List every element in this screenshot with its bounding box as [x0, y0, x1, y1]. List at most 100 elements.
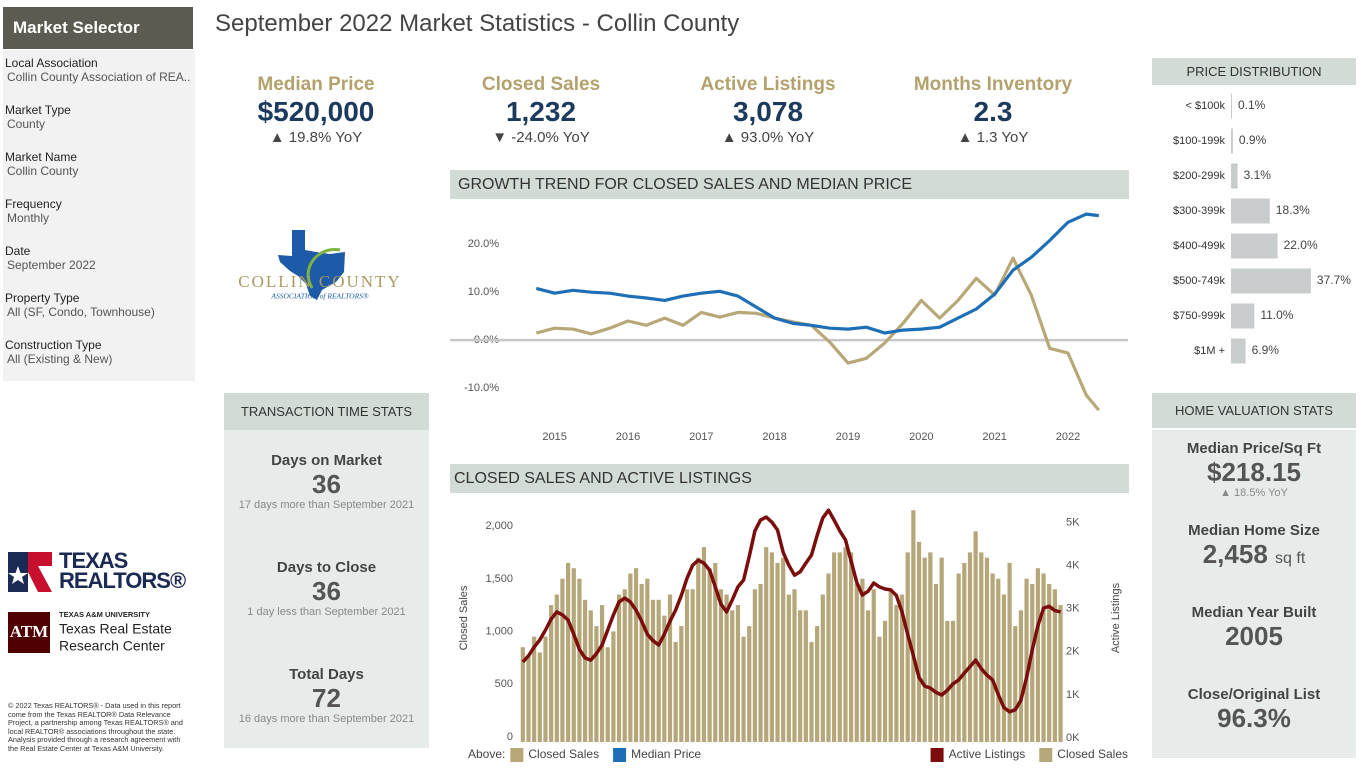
y2-tick-label: 0K [1066, 732, 1080, 744]
texas-realtors-line2: REALTORS® [59, 568, 186, 593]
kpi-value: 1,232 [505, 96, 577, 127]
legend-label: Closed Sales [528, 747, 599, 761]
stat-unit: sq ft [1275, 550, 1306, 567]
bar [622, 589, 627, 742]
filter-value: September 2022 [7, 258, 96, 272]
stat-item: Median Year Built 2005 [1152, 604, 1356, 651]
collin-logo-name: COLLIN COUNTY [238, 272, 401, 291]
x-tick-label: 2019 [836, 431, 860, 443]
bar [752, 589, 757, 742]
bar [616, 594, 622, 742]
kpi-change: ▲ 93.0% YoY [721, 129, 815, 146]
stat-change: ▲ 18.5% YoY [1220, 487, 1288, 499]
legend-label: Active Listings [949, 747, 1026, 761]
x-tick-label: 2020 [909, 431, 933, 443]
bar [832, 552, 837, 742]
bar [837, 552, 842, 742]
filter-item[interactable]: Date September 2022 [5, 244, 96, 272]
filter-label: Property Type [5, 291, 80, 305]
bar [877, 636, 882, 742]
bar [758, 584, 763, 742]
footer-note: © 2022 Texas REALTORS® - Data used in th… [8, 701, 183, 753]
bar [650, 599, 656, 742]
tamu-line3: Research Center [59, 638, 165, 654]
bar [803, 610, 808, 742]
bar [1058, 605, 1063, 742]
stat-value: 2005 [1152, 621, 1356, 651]
value-label: 6.9% [1252, 343, 1280, 357]
kpi-label: Closed Sales [481, 74, 601, 95]
collin-logo-sub: ASSOCIATION of REALTORS® [270, 292, 369, 301]
bar [1231, 338, 1246, 364]
legend: Above: Closed Sales Median Price [468, 747, 701, 762]
filter-value: All (Existing & New) [7, 352, 113, 366]
bar [781, 557, 786, 742]
market-selector-title: Market Selector [3, 7, 193, 49]
bar [871, 589, 876, 742]
tamu-mark: ATM [10, 622, 48, 641]
filter-label: Frequency [5, 197, 62, 211]
category-label: $100-199k [1173, 135, 1225, 147]
kpi-label: Median Price [257, 74, 375, 95]
bar [628, 573, 633, 742]
bar [605, 647, 610, 742]
bar [911, 510, 916, 742]
filter-item[interactable]: Local Association Collin County Associati… [5, 56, 190, 84]
value-label: 0.9% [1239, 133, 1267, 147]
y-tick-label: 10.0% [468, 286, 499, 298]
filter-item[interactable]: Market Name Collin County [5, 150, 78, 178]
bar [577, 578, 582, 742]
bar [582, 599, 588, 742]
growth-chart-title: GROWTH TREND FOR CLOSED SALES AND MEDIAN… [450, 170, 1129, 199]
filter-label: Market Name [5, 150, 78, 164]
y2-tick-label: 5K [1066, 516, 1080, 528]
filter-item[interactable]: Construction Type All (Existing & New) [5, 338, 112, 366]
bar [888, 589, 893, 742]
bar [1047, 584, 1052, 742]
filter-item[interactable]: Property Type All (SF, Condo, Townhouse) [5, 291, 155, 319]
y-tick-label: 20.0% [468, 238, 499, 250]
bar [673, 641, 678, 742]
bar [1001, 594, 1007, 742]
bar [1007, 562, 1012, 742]
kpi-change: ▲ 1.3 YoY [957, 129, 1029, 146]
bar [1231, 93, 1232, 119]
bar [537, 652, 542, 742]
bar [696, 557, 701, 742]
bar [1231, 233, 1278, 259]
filter-item[interactable]: Market Type County [5, 103, 71, 131]
bar [916, 541, 922, 742]
x-tick-label: 2022 [1056, 431, 1080, 443]
series-line [535, 212, 1099, 335]
filter-value: Collin County [7, 164, 79, 178]
category-label: $750-999k [1173, 310, 1225, 322]
y2-tick-label: 1K [1066, 689, 1080, 701]
bar [549, 605, 554, 742]
x-tick-label: 2018 [762, 431, 786, 443]
bar [684, 589, 690, 742]
bar [713, 562, 718, 742]
bar [792, 589, 797, 742]
bar [820, 594, 825, 742]
stat-value: 36 [312, 576, 341, 606]
x-tick-label: 2016 [616, 431, 640, 443]
bar [594, 626, 599, 742]
stat-item: Close/Original List 96.3% [1152, 686, 1356, 733]
stat-note: 16 days more than September 2021 [238, 713, 415, 725]
logo-star [314, 236, 330, 252]
tamu-line1: TEXAS A&M UNIVERSITY [59, 610, 150, 619]
stat-note: 17 days more than September 2021 [238, 499, 415, 511]
bar [928, 552, 933, 742]
filter-item[interactable]: Frequency Monthly [5, 197, 62, 225]
stat-label: Median Year Built [1191, 604, 1317, 621]
bar [854, 584, 859, 742]
bar [543, 636, 548, 742]
bar [786, 594, 791, 742]
stat-number: 96.3% [1217, 703, 1291, 733]
kpi-value: $520,000 [257, 96, 375, 127]
stat-item: Median Home Size 2,458 sq ft [1152, 522, 1356, 574]
stat-value: 96.3% [1152, 703, 1356, 733]
bar [741, 636, 746, 742]
bar [843, 547, 848, 742]
